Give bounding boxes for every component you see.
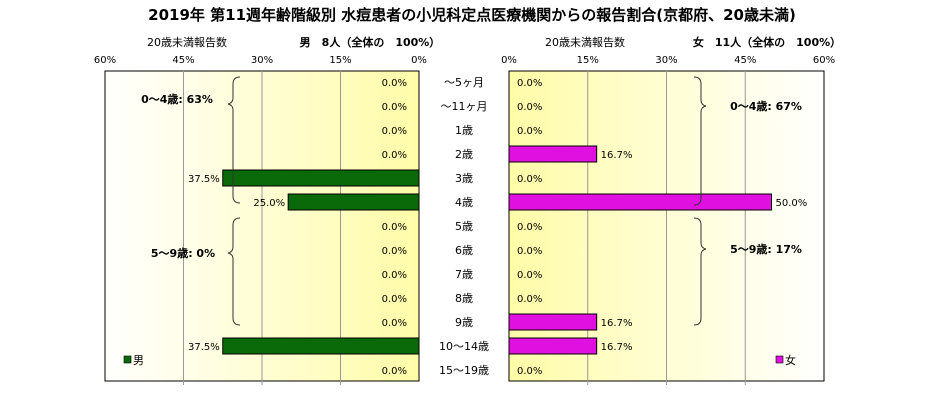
- category-label: 2歳: [455, 148, 473, 161]
- bars: [222, 145, 772, 355]
- data-label-female: 0.0%: [517, 366, 542, 377]
- right-total-label: 女 11人（全体の 100%）: [693, 35, 841, 49]
- data-label-male: 37.5%: [188, 174, 220, 185]
- right-brace-0-4: [693, 76, 707, 206]
- data-label-male: 0.0%: [382, 126, 407, 137]
- data-label-male: 0.0%: [382, 78, 407, 89]
- data-label-female: 0.0%: [517, 126, 542, 137]
- data-label-female: 0.0%: [517, 78, 542, 89]
- tick-label-left: 0%: [411, 55, 427, 66]
- data-label-female: 0.0%: [517, 270, 542, 281]
- legend-swatch-male: [123, 355, 132, 364]
- tick-label-left: 30%: [251, 55, 273, 66]
- data-label-male: 0.0%: [382, 222, 407, 233]
- legend-label-male: 男: [133, 354, 144, 367]
- legend-swatch-female: [775, 355, 784, 364]
- bar-male: [287, 193, 420, 211]
- category-label: 4歳: [455, 196, 473, 209]
- data-label-female: 0.0%: [517, 222, 542, 233]
- category-label: 1歳: [455, 124, 473, 137]
- category-label: ～11ヶ月: [441, 100, 488, 113]
- category-label: 15～19歳: [439, 364, 489, 377]
- data-label-female: 0.0%: [517, 174, 542, 185]
- data-label-female: 0.0%: [517, 246, 542, 257]
- right-annotation-0-4: 0～4歳: 67%: [730, 99, 802, 113]
- category-label: 10～14歳: [439, 340, 489, 353]
- legend-label-female: 女: [785, 353, 796, 367]
- right-axis-label: 20歳未満報告数: [545, 36, 625, 49]
- gridlines: [183, 71, 746, 385]
- left-annotation-5-9: 5～9歳: 0%: [151, 246, 215, 260]
- tick-label-right: 15%: [577, 55, 599, 66]
- data-label-male: 37.5%: [188, 342, 220, 353]
- left-brace-0-4: [227, 76, 241, 204]
- category-label: 3歳: [455, 172, 473, 185]
- tick-label-left: 15%: [329, 55, 351, 66]
- chart-title: 2019年 第11週年齢階級別 水痘患者の小児科定点医療機関からの報告割合(京都…: [148, 6, 796, 24]
- category-label: 8歳: [455, 292, 473, 305]
- data-label-female: 16.7%: [601, 342, 633, 353]
- data-label-female: 16.7%: [601, 150, 633, 161]
- data-label-male: 25.0%: [253, 198, 285, 209]
- data-label-male: 0.0%: [382, 150, 407, 161]
- data-label-female: 16.7%: [601, 318, 633, 329]
- data-label-male: 0.0%: [382, 270, 407, 281]
- left-brace-5-9: [227, 217, 241, 326]
- data-label-male: 0.0%: [382, 294, 407, 305]
- left-total-label: 男 8人（全体の 100%）: [300, 35, 441, 49]
- tick-label-right: 0%: [501, 55, 517, 66]
- bar-male: [222, 169, 420, 187]
- data-label-male: 0.0%: [382, 246, 407, 257]
- data-label-female: 0.0%: [517, 294, 542, 305]
- tick-label-left: 45%: [172, 55, 194, 66]
- tick-label-right: 60%: [813, 55, 835, 66]
- left-annotation-0-4: 0～4歳: 63%: [141, 92, 213, 106]
- tick-label-left: 60%: [94, 55, 116, 66]
- category-labels: ～5ヶ月 ～11ヶ月 1歳 2歳 3歳 4歳 5歳 6歳 7歳 8歳 9歳 10～14歳 15～19歳: [439, 76, 489, 377]
- bar-female: [508, 145, 598, 163]
- data-label-male: 0.0%: [382, 366, 407, 377]
- category-label: 5歳: [455, 220, 473, 233]
- category-label: 7歳: [455, 268, 473, 281]
- data-label-female: 0.0%: [517, 102, 542, 113]
- category-label: ～5ヶ月: [444, 76, 484, 89]
- data-labels: 0.0% 0.0% 0.0% 0.0% 37.5% 25.0% 0.0% 0.0% 0.0% 0.…: [188, 78, 807, 377]
- right-brace-5-9: [693, 217, 707, 326]
- category-label: 9歳: [455, 316, 473, 329]
- category-label: 6歳: [455, 244, 473, 257]
- right-annotation-5-9: 5～9歳: 17%: [730, 242, 802, 256]
- bar-female: [508, 193, 772, 211]
- tick-label-right: 30%: [655, 55, 677, 66]
- bar-female: [508, 313, 598, 331]
- data-label-male: 0.0%: [382, 318, 407, 329]
- left-axis-label: 20歳未満報告数: [147, 36, 227, 49]
- tick-labels: 0% 0% 15% 15% 30% 30% 45% 45% 60% 60%: [94, 55, 835, 66]
- bar-female: [508, 337, 598, 355]
- bar-male: [222, 337, 420, 355]
- tick-label-right: 45%: [734, 55, 756, 66]
- data-label-female: 50.0%: [776, 198, 808, 209]
- data-label-male: 0.0%: [382, 102, 407, 113]
